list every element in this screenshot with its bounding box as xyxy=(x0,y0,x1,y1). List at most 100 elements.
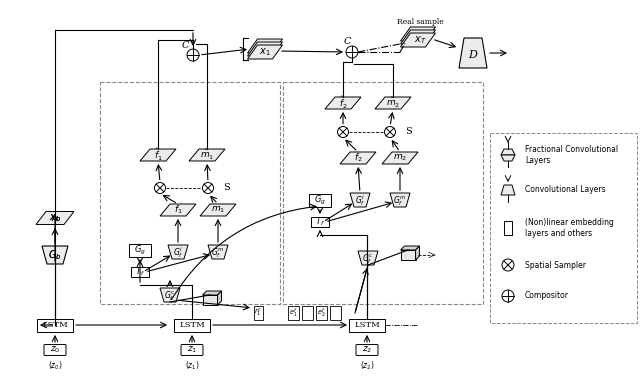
Polygon shape xyxy=(248,39,282,53)
Polygon shape xyxy=(401,30,435,44)
Circle shape xyxy=(337,127,349,138)
Bar xyxy=(349,319,385,331)
Bar xyxy=(316,306,326,320)
Polygon shape xyxy=(401,27,435,41)
Text: $(z_2)$: $(z_2)$ xyxy=(360,360,374,372)
Text: Real sample: Real sample xyxy=(397,18,444,26)
Text: $G_g$: $G_g$ xyxy=(134,244,146,257)
Bar xyxy=(129,244,151,256)
Polygon shape xyxy=(248,45,282,59)
Polygon shape xyxy=(459,38,487,68)
Text: S: S xyxy=(223,184,229,193)
Text: Fractional Convolutional
Layers: Fractional Convolutional Layers xyxy=(525,145,618,165)
Polygon shape xyxy=(401,246,419,250)
Polygon shape xyxy=(248,42,282,56)
Text: $\hat{f}_1$: $\hat{f}_1$ xyxy=(154,147,163,163)
Text: LSTM: LSTM xyxy=(179,321,205,329)
Text: $x_b$: $x_b$ xyxy=(49,212,61,224)
Bar xyxy=(301,306,312,320)
Text: C: C xyxy=(343,37,351,46)
Text: $e_2^f$: $e_2^f$ xyxy=(317,307,325,320)
Circle shape xyxy=(502,259,514,271)
Polygon shape xyxy=(36,211,74,224)
Polygon shape xyxy=(501,149,515,155)
Text: C: C xyxy=(181,40,189,49)
Text: $(z_0)$: $(z_0)$ xyxy=(47,360,63,372)
Bar xyxy=(283,82,483,304)
Text: $\hat{m}_2$: $\hat{m}_2$ xyxy=(386,96,400,110)
Text: $G_f^m$: $G_f^m$ xyxy=(211,246,225,260)
Polygon shape xyxy=(401,250,415,260)
Polygon shape xyxy=(189,149,225,161)
Text: $G_f^i$: $G_f^i$ xyxy=(355,193,365,208)
Text: Convolutional Layers: Convolutional Layers xyxy=(525,185,605,195)
Text: $G_f^m$: $G_f^m$ xyxy=(393,194,407,208)
Polygon shape xyxy=(42,246,68,264)
Bar xyxy=(330,306,340,320)
Text: $z_1$: $z_1$ xyxy=(187,345,197,355)
Text: $(z_1)$: $(z_1)$ xyxy=(184,360,200,372)
Bar xyxy=(309,193,331,207)
Text: Compositor: Compositor xyxy=(525,291,569,300)
Bar xyxy=(311,217,329,227)
Polygon shape xyxy=(160,288,180,302)
Bar xyxy=(490,133,637,323)
Polygon shape xyxy=(160,204,196,216)
Polygon shape xyxy=(375,97,411,109)
Polygon shape xyxy=(390,193,410,207)
Polygon shape xyxy=(208,245,228,259)
Bar xyxy=(131,267,149,277)
Text: $r_1^c$: $r_1^c$ xyxy=(254,307,262,319)
Circle shape xyxy=(187,49,199,61)
Circle shape xyxy=(502,290,514,302)
Text: $\hat{f}_2$: $\hat{f}_2$ xyxy=(339,95,348,111)
Bar xyxy=(37,319,73,331)
Text: $G_f^i$: $G_f^i$ xyxy=(173,245,183,261)
Polygon shape xyxy=(350,193,370,207)
Bar xyxy=(504,221,512,235)
Text: Spatial Sampler: Spatial Sampler xyxy=(525,261,586,270)
Circle shape xyxy=(154,182,166,193)
Polygon shape xyxy=(218,291,221,305)
Text: $G_f^c$: $G_f^c$ xyxy=(164,289,176,303)
Text: S: S xyxy=(404,127,412,136)
Polygon shape xyxy=(325,97,361,109)
Polygon shape xyxy=(140,149,176,161)
Circle shape xyxy=(385,127,396,138)
Text: (Non)linear embedding
layers and others: (Non)linear embedding layers and others xyxy=(525,218,614,238)
Text: $x_T$: $x_T$ xyxy=(413,34,426,46)
Text: LSTM: LSTM xyxy=(354,321,380,329)
Bar xyxy=(100,82,280,304)
Polygon shape xyxy=(358,251,378,265)
Polygon shape xyxy=(415,246,419,260)
Polygon shape xyxy=(202,295,218,305)
Text: $x_b$: $x_b$ xyxy=(49,212,61,224)
Polygon shape xyxy=(168,245,188,259)
Polygon shape xyxy=(202,291,221,295)
Text: $x_1$: $x_1$ xyxy=(259,46,271,58)
FancyBboxPatch shape xyxy=(356,345,378,356)
FancyBboxPatch shape xyxy=(181,345,203,356)
Text: $\hat{m}_1$: $\hat{m}_1$ xyxy=(200,148,214,162)
Bar xyxy=(253,306,262,320)
Text: LSTM: LSTM xyxy=(42,321,68,329)
Circle shape xyxy=(346,46,358,58)
Text: $m_1$: $m_1$ xyxy=(211,205,225,215)
Text: $T_f$: $T_f$ xyxy=(135,266,145,278)
Text: $G_b$: $G_b$ xyxy=(48,248,62,262)
Circle shape xyxy=(202,182,214,193)
Polygon shape xyxy=(501,185,515,195)
Polygon shape xyxy=(200,204,236,216)
Bar xyxy=(287,306,298,320)
Text: $f_1$: $f_1$ xyxy=(173,204,182,216)
Text: $z_0$: $z_0$ xyxy=(50,345,60,355)
Polygon shape xyxy=(401,33,435,47)
Text: $e_1^f$: $e_1^f$ xyxy=(289,307,298,320)
Text: $T_f$: $T_f$ xyxy=(315,216,325,228)
Bar xyxy=(174,319,210,331)
Text: $G_f^c$: $G_f^c$ xyxy=(362,252,374,266)
Text: $G_b$: $G_b$ xyxy=(48,248,62,262)
Text: $f_2$: $f_2$ xyxy=(354,152,362,164)
FancyBboxPatch shape xyxy=(44,345,66,356)
Text: $m_2$: $m_2$ xyxy=(393,153,407,163)
